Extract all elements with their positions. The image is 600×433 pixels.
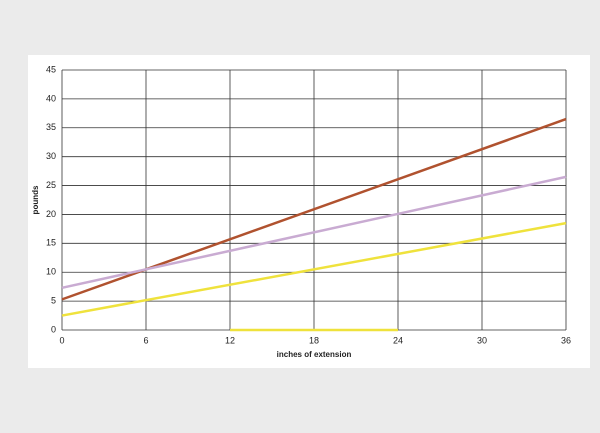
y-tick-label: 40	[46, 93, 56, 103]
y-tick-label: 0	[51, 324, 56, 334]
x-tick-label: 18	[309, 335, 319, 345]
x-tick-label: 30	[477, 335, 487, 345]
x-tick-label: 12	[225, 335, 235, 345]
series-line	[61, 221, 567, 317]
y-tick-label: 10	[46, 267, 56, 277]
x-tick-label: 0	[59, 335, 64, 345]
x-axis-title: inches of extension	[277, 350, 352, 359]
y-tick-label: 30	[46, 151, 56, 161]
x-tick-label: 6	[143, 335, 148, 345]
y-tick-label: 25	[46, 180, 56, 190]
y-tick-label: 5	[51, 295, 56, 305]
y-axis-title: pounds	[31, 185, 40, 214]
x-tick-label: 36	[561, 335, 571, 345]
y-tick-label: 20	[46, 209, 56, 219]
y-tick-label: 15	[46, 238, 56, 248]
y-tick-label: 35	[46, 122, 56, 132]
series-line	[61, 175, 567, 290]
x-tick-label: 24	[393, 335, 403, 345]
y-tick-label: 45	[46, 64, 56, 74]
